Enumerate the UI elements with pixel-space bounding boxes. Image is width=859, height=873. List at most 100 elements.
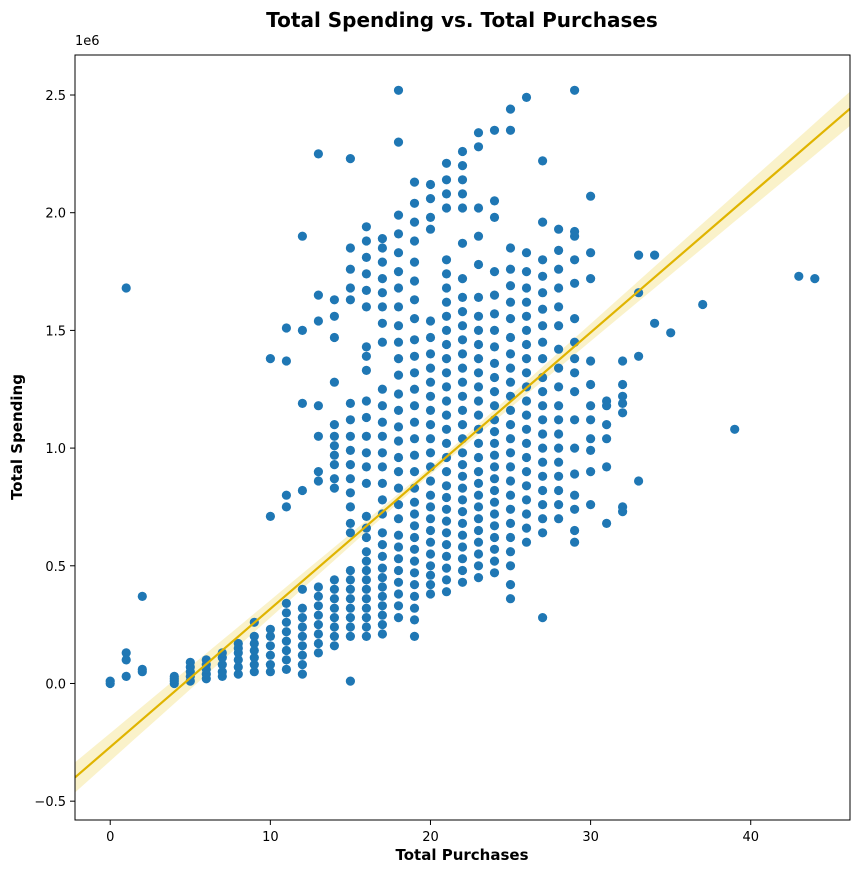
data-point <box>473 514 484 524</box>
data-point <box>441 424 452 434</box>
data-point <box>441 516 452 526</box>
data-point <box>361 431 371 441</box>
data-point <box>329 584 339 594</box>
data-point <box>377 462 387 472</box>
data-point <box>217 648 227 658</box>
points-layer <box>105 85 820 689</box>
data-point <box>377 257 387 267</box>
data-point <box>441 255 452 265</box>
y-axis: −0.5 0.0 0.5 1.0 1.5 2.0 2.5 <box>34 89 75 810</box>
data-point <box>425 420 436 430</box>
data-point <box>361 302 371 312</box>
data-point <box>409 497 420 507</box>
data-point <box>281 598 291 609</box>
data-point <box>361 365 371 375</box>
data-point <box>457 565 468 576</box>
data-point <box>473 490 484 500</box>
data-point <box>634 250 644 260</box>
data-point <box>425 502 436 512</box>
data-point <box>489 309 500 319</box>
data-point <box>329 441 339 451</box>
data-point <box>586 434 596 444</box>
data-point <box>441 396 452 406</box>
data-point <box>249 631 259 642</box>
data-point <box>409 257 420 267</box>
data-point <box>521 467 532 477</box>
data-point <box>393 389 404 399</box>
data-point <box>554 363 564 373</box>
data-point <box>329 311 339 321</box>
data-point <box>425 363 436 373</box>
data-point <box>377 509 387 519</box>
data-point <box>618 379 628 390</box>
y-tick-label: 1.5 <box>45 324 66 339</box>
data-point <box>473 396 484 406</box>
data-point <box>505 490 516 500</box>
data-point <box>297 231 307 241</box>
data-point <box>441 467 452 477</box>
data-point <box>489 196 500 206</box>
data-point <box>457 175 468 185</box>
data-point <box>570 278 580 288</box>
data-point <box>297 398 307 408</box>
data-point <box>345 575 355 585</box>
data-point <box>121 655 131 665</box>
x-axis: 0 10 20 30 40 <box>106 820 759 845</box>
data-point <box>249 653 259 663</box>
data-point <box>409 177 420 187</box>
x-tick-label: 40 <box>742 830 759 845</box>
data-point <box>409 236 420 246</box>
data-point <box>473 259 484 270</box>
data-point <box>345 415 355 425</box>
data-point <box>586 401 596 411</box>
data-point <box>521 537 532 547</box>
data-point <box>554 443 564 453</box>
data-point <box>377 384 387 394</box>
data-point <box>281 664 291 675</box>
data-point <box>409 217 420 227</box>
data-point <box>361 269 371 279</box>
data-point <box>329 603 339 613</box>
data-point <box>313 401 323 411</box>
data-point <box>377 401 387 411</box>
data-point <box>425 332 436 343</box>
data-point <box>361 532 371 543</box>
data-point <box>345 584 355 594</box>
data-point <box>586 356 596 366</box>
data-point <box>393 354 404 364</box>
data-point <box>441 438 452 448</box>
data-point <box>313 149 323 159</box>
data-point <box>121 648 131 658</box>
data-point <box>361 584 371 594</box>
data-point <box>457 321 468 331</box>
data-point <box>666 328 676 338</box>
data-point <box>345 431 355 441</box>
data-point <box>345 154 355 164</box>
data-point <box>329 460 339 470</box>
data-point <box>441 504 452 514</box>
data-point <box>137 591 147 602</box>
data-point <box>377 448 387 458</box>
data-point <box>345 502 355 512</box>
data-point <box>425 391 436 401</box>
data-point <box>313 582 323 592</box>
data-point <box>489 267 500 277</box>
data-point <box>505 532 516 543</box>
data-point <box>554 321 564 331</box>
data-point <box>538 528 548 538</box>
data-point <box>265 667 275 677</box>
data-point <box>329 450 339 460</box>
data-point <box>329 622 339 632</box>
data-point <box>521 311 532 321</box>
data-point <box>489 568 500 578</box>
data-point <box>505 462 516 472</box>
data-point <box>570 387 580 397</box>
x-axis-label: Total Purchases <box>396 846 529 864</box>
data-point <box>377 573 387 583</box>
data-point <box>457 349 468 359</box>
data-point <box>409 351 420 361</box>
data-point <box>425 561 436 571</box>
data-point <box>570 314 580 324</box>
data-point <box>393 452 404 463</box>
data-point <box>425 589 436 599</box>
